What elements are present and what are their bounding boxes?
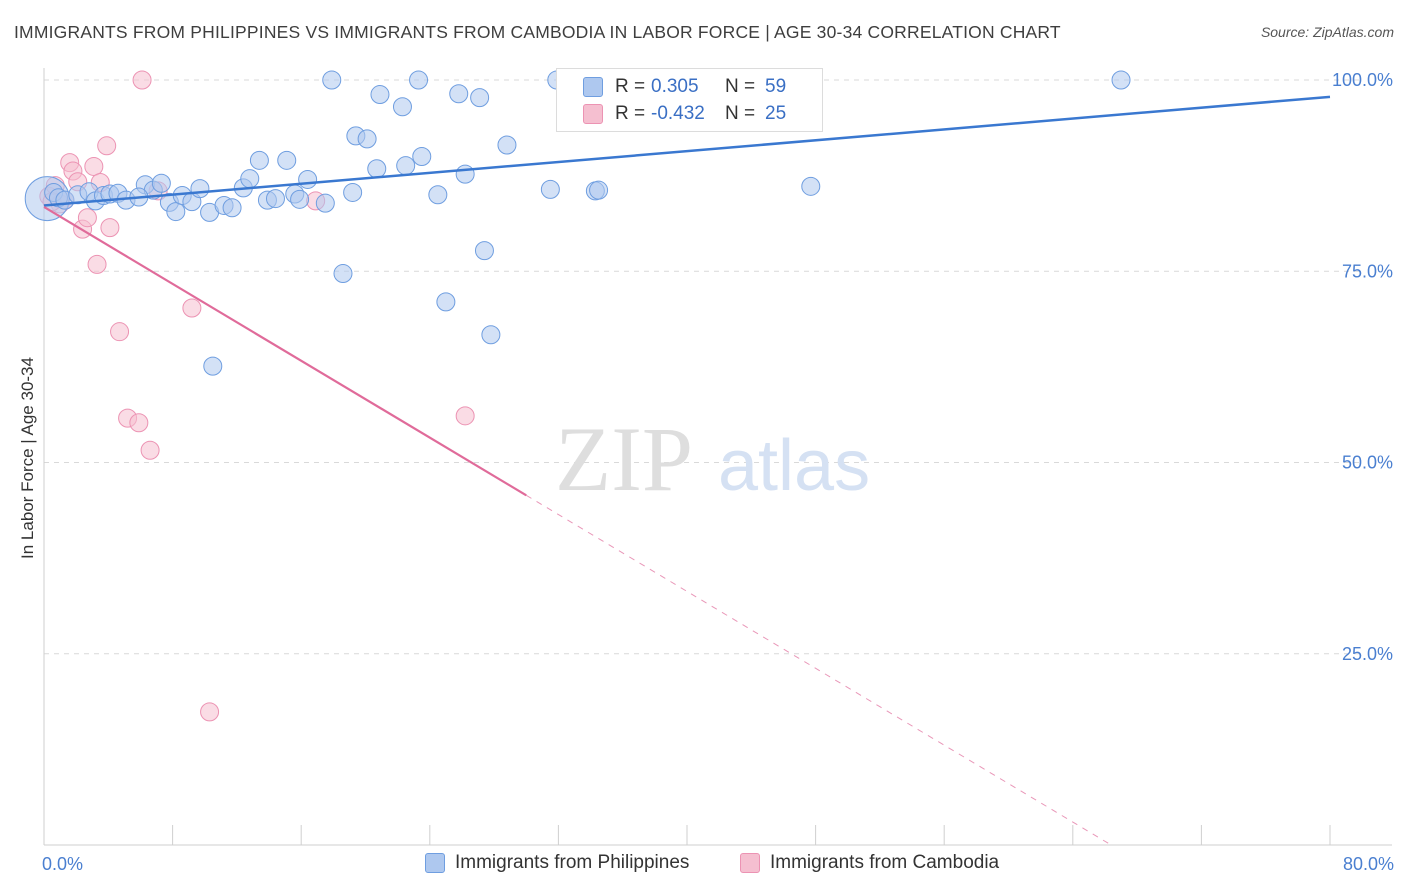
legend-row-cambodia: R = -0.432 N = 25 xyxy=(583,102,786,126)
legend-r-label: R = xyxy=(615,103,646,124)
cambodia-point xyxy=(132,70,152,90)
philippines-point xyxy=(298,169,318,189)
tick-layer: 100.0% 75.0% 50.0% 25.0% 0.0% 80.0% xyxy=(42,70,1394,874)
cambodia-point xyxy=(110,322,130,342)
watermark-zip: ZIP xyxy=(555,408,693,510)
y-tick-label: 75.0% xyxy=(1342,261,1393,281)
philippines-point xyxy=(370,85,390,105)
cambodia-point xyxy=(84,156,104,176)
grid-layer xyxy=(44,79,1360,655)
philippines-point xyxy=(589,180,609,200)
philippines-point xyxy=(367,159,387,179)
philippines-point xyxy=(409,70,429,90)
y-tick-label: 25.0% xyxy=(1342,644,1393,664)
cambodia-point xyxy=(87,254,107,274)
legend-n-label: N = xyxy=(725,103,756,124)
bottom-legend-cambodia: Immigrants from Cambodia xyxy=(740,852,999,874)
legend-r-label: R = xyxy=(615,76,646,97)
philippines-point xyxy=(240,169,260,189)
cambodia-point xyxy=(182,298,202,318)
legend-swatch-pink xyxy=(583,104,603,124)
source-label: Source: ZipAtlas.com xyxy=(1260,24,1394,40)
philippines-point xyxy=(290,189,310,209)
bottom-legend-philippines: Immigrants from Philippines xyxy=(425,852,689,874)
watermark-atlas: atlas xyxy=(718,426,870,506)
x-tick-label: 0.0% xyxy=(42,854,83,874)
philippines-point xyxy=(801,176,821,196)
legend-n-value: 59 xyxy=(765,76,787,97)
philippines-point xyxy=(277,150,297,170)
philippines-point xyxy=(497,135,517,155)
philippines-trend-line xyxy=(43,95,1331,207)
cambodia-point xyxy=(200,702,220,722)
philippines-point xyxy=(540,179,560,199)
philippines-point xyxy=(333,264,353,284)
philippines-point xyxy=(222,198,242,218)
x-tick-label: 80.0% xyxy=(1343,854,1394,874)
philippines-point xyxy=(1111,70,1131,90)
legend-swatch-blue xyxy=(583,77,603,97)
cambodia-point xyxy=(77,208,97,228)
cambodia-point xyxy=(140,440,160,460)
philippines-point xyxy=(166,202,186,222)
philippines-point xyxy=(481,325,501,345)
cambodia-trend-line xyxy=(43,206,527,497)
y-tick-label: 100.0% xyxy=(1332,70,1393,90)
philippines-point xyxy=(449,84,469,104)
philippines-point xyxy=(315,193,335,213)
cambodia-point xyxy=(455,406,475,426)
legend-row-philippines: R = 0.305 N = 59 xyxy=(583,75,786,99)
cambodia-point xyxy=(129,413,149,433)
cambodia-point xyxy=(97,136,117,156)
legend-n-value: 25 xyxy=(765,103,787,124)
philippines-point xyxy=(249,150,269,170)
philippines-point xyxy=(392,97,412,117)
philippines-point xyxy=(357,129,377,149)
philippines-point xyxy=(470,88,490,108)
trend-layer xyxy=(43,95,1331,846)
philippines-point xyxy=(203,356,223,376)
philippines-point xyxy=(343,182,363,202)
philippines-point xyxy=(322,70,342,90)
correlation-legend: R = 0.305 N = 59 R = -0.432 N = 25 xyxy=(556,68,823,132)
philippines-point xyxy=(455,164,475,184)
philippines-point xyxy=(428,185,448,205)
cambodia-point xyxy=(100,218,120,238)
philippines-point xyxy=(436,292,456,312)
philippines-point xyxy=(474,241,494,261)
bottom-legend-swatch-blue xyxy=(425,853,445,873)
bottom-legend-label: Immigrants from Philippines xyxy=(455,852,690,873)
philippines-point xyxy=(151,173,171,193)
y-tick-label: 50.0% xyxy=(1342,453,1393,473)
y-axis-label: In Labor Force | Age 30-34 xyxy=(18,357,37,559)
chart-title: IMMIGRANTS FROM PHILIPPINES VS IMMIGRANT… xyxy=(14,22,1061,42)
cambodia-trend-extension xyxy=(525,494,1112,846)
legend-r-value: 0.305 xyxy=(651,76,699,97)
legend-r-value: -0.432 xyxy=(651,103,705,124)
philippines-point xyxy=(190,179,210,199)
philippines-point xyxy=(265,189,285,209)
bottom-legend-swatch-pink xyxy=(740,853,760,873)
bottom-legend-label: Immigrants from Cambodia xyxy=(770,852,1000,873)
philippines-point xyxy=(412,147,432,166)
philippines-point xyxy=(396,156,416,176)
legend-n-label: N = xyxy=(725,76,756,97)
